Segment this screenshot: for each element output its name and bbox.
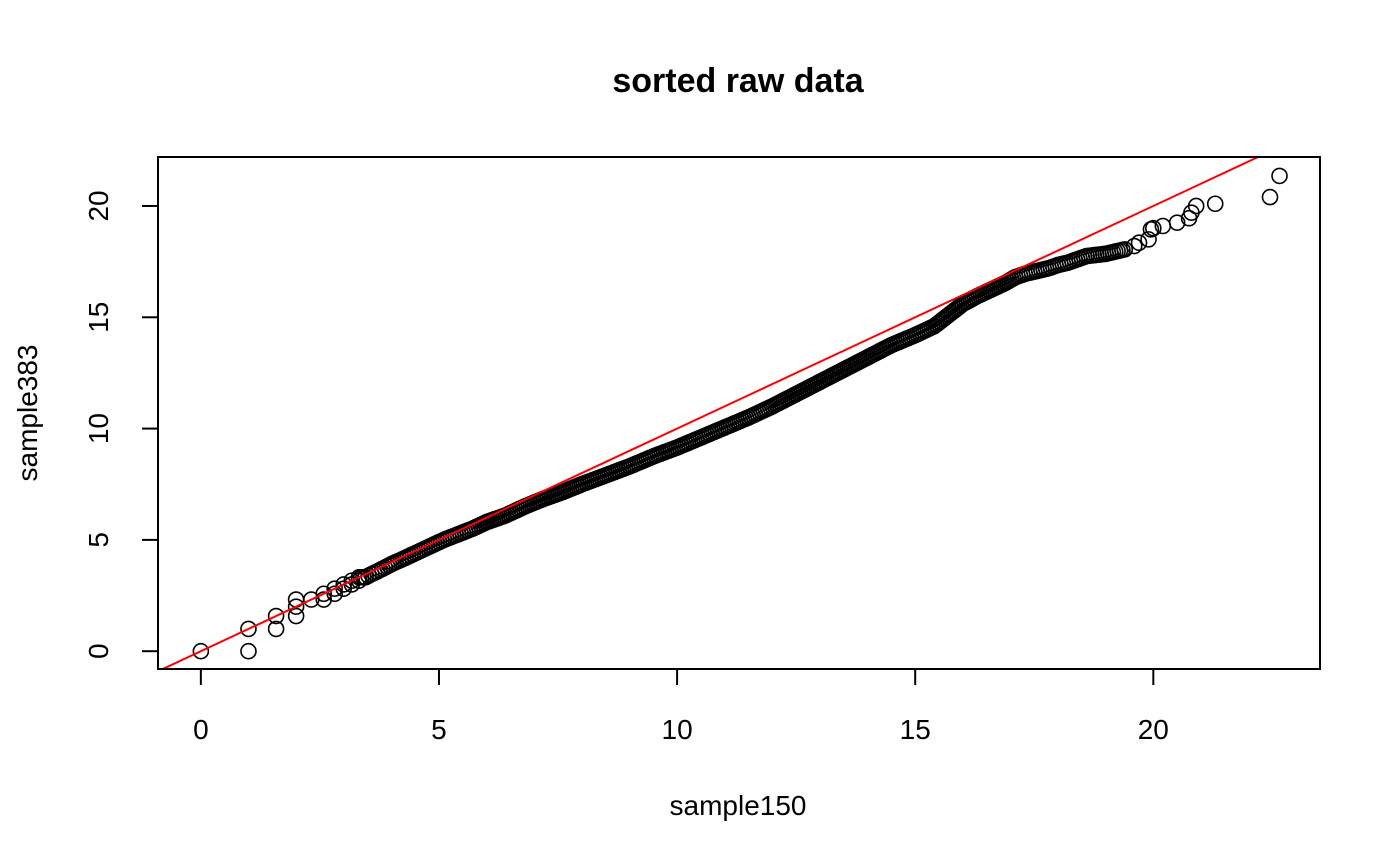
x-axis-label: sample150 — [670, 790, 807, 821]
data-point — [267, 620, 285, 638]
data-point — [1206, 195, 1224, 213]
x-tick-label: 10 — [662, 714, 693, 745]
data-point — [326, 580, 343, 597]
data-point — [1261, 188, 1279, 206]
y-tick-label: 0 — [83, 643, 114, 659]
data-point — [240, 620, 257, 638]
data-point — [1187, 197, 1205, 215]
x-tick-label: 5 — [431, 714, 447, 745]
data-point — [240, 642, 257, 660]
x-axis: 0 5 10 15 20 — [193, 668, 1169, 745]
data-point — [1130, 234, 1148, 251]
x-tick-label: 15 — [900, 714, 931, 745]
data-point — [1116, 241, 1134, 258]
y-tick-label: 15 — [83, 302, 114, 333]
x-tick-label: 20 — [1138, 714, 1169, 745]
data-point — [192, 642, 210, 660]
data-point — [287, 598, 305, 615]
data-point — [287, 607, 305, 625]
data-point — [1271, 167, 1288, 185]
y-tick-label: 10 — [83, 413, 114, 444]
data-point — [1168, 214, 1186, 231]
data-point — [267, 607, 285, 625]
data-point — [335, 576, 353, 593]
chart-title: sorted raw data — [612, 62, 864, 100]
reference-line — [160, 157, 1261, 669]
data-point — [1145, 219, 1162, 237]
data-point — [1140, 231, 1157, 248]
data-point — [326, 585, 343, 603]
y-axis-label: sample383 — [12, 345, 43, 482]
y-tick-label: 20 — [83, 190, 114, 221]
data-point — [1125, 237, 1143, 255]
y-axis: 0 5 10 15 20 — [83, 190, 159, 659]
y-tick-label: 5 — [83, 532, 114, 548]
points-layer — [192, 167, 1288, 660]
data-point — [315, 585, 333, 603]
x-tick-label: 0 — [193, 714, 209, 745]
